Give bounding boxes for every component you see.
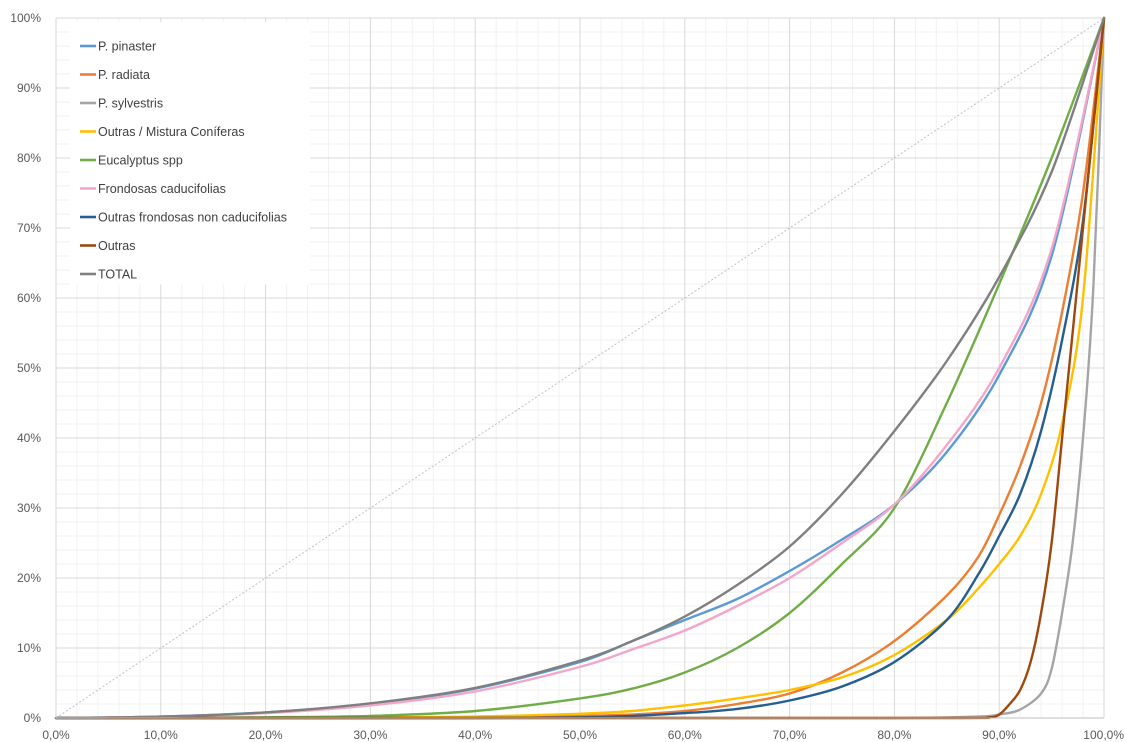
x-tick-label: 20,0% bbox=[249, 728, 283, 742]
legend-label-outras: Outras bbox=[98, 239, 136, 253]
x-tick-label: 80,0% bbox=[877, 728, 911, 742]
x-tick-label: 40,0% bbox=[458, 728, 492, 742]
x-axis: 0,0% 10,0% 20,0% 30,0% 40,0% 50,0% 60,0% 70,0% 8… bbox=[42, 717, 1124, 742]
x-tick-label: 0,0% bbox=[42, 728, 70, 742]
y-tick-label: 40% bbox=[17, 431, 41, 445]
y-tick-label: 100% bbox=[10, 11, 41, 25]
legend-label-p-radiata: P. radiata bbox=[98, 68, 150, 82]
series-line-total bbox=[54, 16, 1106, 720]
y-tick-label: 70% bbox=[17, 221, 41, 235]
legend-label-p-pinaster: P. pinaster bbox=[98, 40, 156, 54]
x-tick-label: 50,0% bbox=[563, 728, 597, 742]
y-tick-label: 0% bbox=[24, 711, 42, 725]
x-tick-label: 10,0% bbox=[144, 728, 178, 742]
legend-label-frondosas-caducifolias: Frondosas caducifolias bbox=[98, 182, 226, 196]
x-tick-label: 30,0% bbox=[353, 728, 387, 742]
y-tick-label: 80% bbox=[17, 151, 41, 165]
y-axis: 0% 10% 20% 30% 40% 50% 60% 70% 80% 90% 100% bbox=[10, 11, 57, 725]
y-tick-label: 90% bbox=[17, 81, 41, 95]
legend-label-eucalyptus-spp: Eucalyptus spp bbox=[98, 154, 183, 168]
x-tick-label: 70,0% bbox=[773, 728, 807, 742]
y-tick-label: 50% bbox=[17, 361, 41, 375]
x-tick-label: 90,0% bbox=[982, 728, 1016, 742]
x-tick-label: 100,0% bbox=[1083, 728, 1124, 742]
legend-label-outras-mistura-con-feras: Outras / Mistura Coníferas bbox=[98, 125, 245, 139]
legend: P. pinaster P. radiata P. sylvestris Outras… bbox=[70, 22, 310, 285]
x-tick-label: 60,0% bbox=[668, 728, 702, 742]
legend-label-outras-frondosas-non-caducifolias: Outras frondosas non caducifolias bbox=[98, 211, 287, 225]
y-tick-label: 60% bbox=[17, 291, 41, 305]
y-tick-label: 30% bbox=[17, 501, 41, 515]
legend-label-p-sylvestris: P. sylvestris bbox=[98, 97, 163, 111]
y-tick-label: 20% bbox=[17, 571, 41, 585]
y-tick-label: 10% bbox=[17, 641, 41, 655]
legend-label-total: TOTAL bbox=[98, 268, 137, 282]
legend-background bbox=[70, 22, 310, 285]
